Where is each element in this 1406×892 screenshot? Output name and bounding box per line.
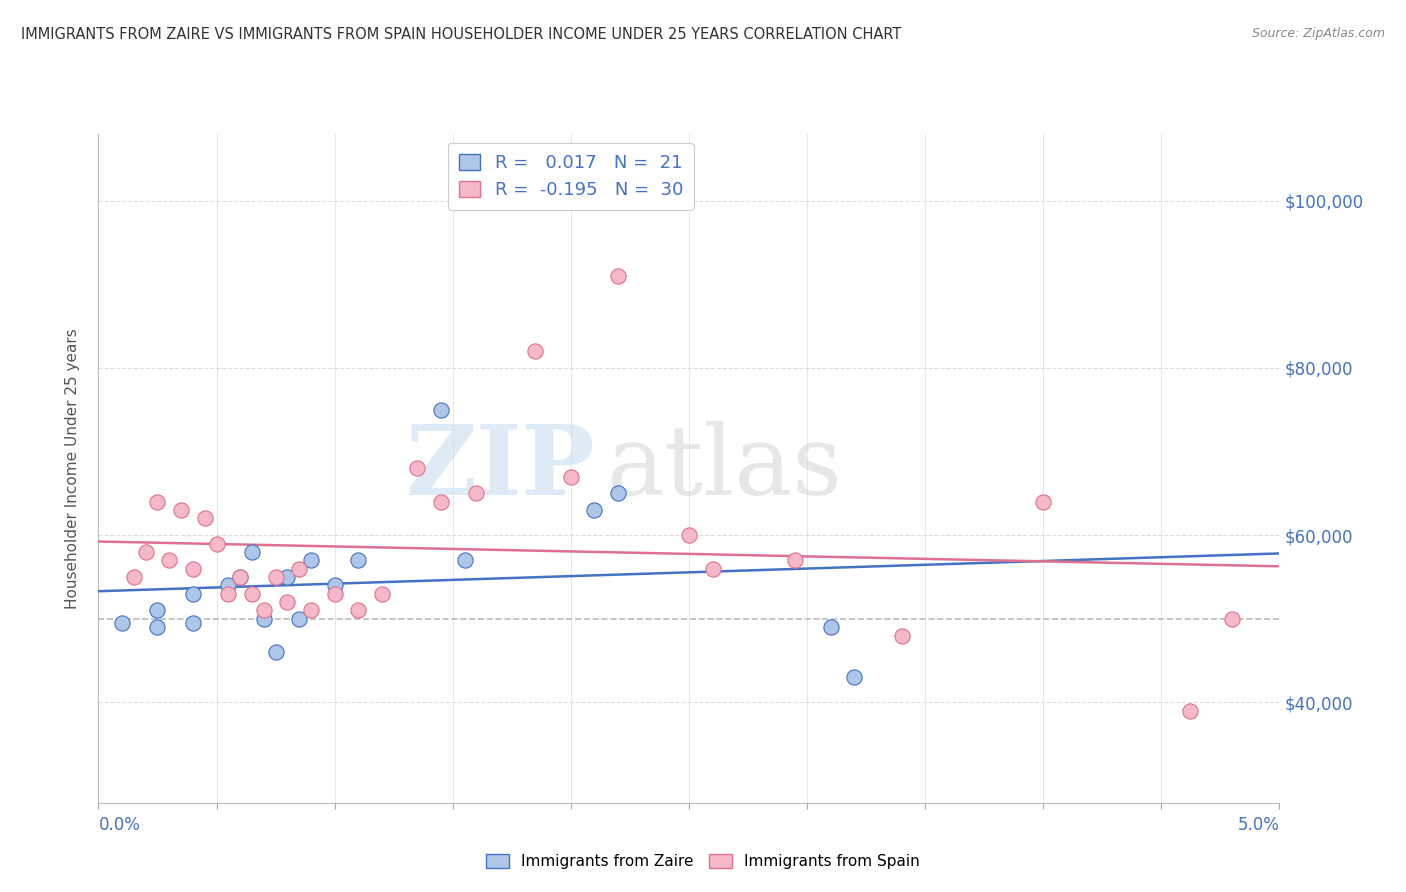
Point bbox=[181, 587, 204, 601]
Point bbox=[146, 603, 169, 617]
Point bbox=[583, 503, 606, 517]
Point bbox=[299, 553, 322, 567]
Point bbox=[240, 545, 263, 559]
Point bbox=[371, 587, 394, 601]
Point bbox=[264, 570, 287, 584]
Legend: R =   0.017   N =  21, R =  -0.195   N =  30: R = 0.017 N = 21, R = -0.195 N = 30 bbox=[447, 143, 695, 210]
Point bbox=[146, 494, 169, 508]
Text: Source: ZipAtlas.com: Source: ZipAtlas.com bbox=[1251, 27, 1385, 40]
Point bbox=[607, 268, 630, 283]
Point bbox=[146, 620, 169, 634]
Point bbox=[111, 615, 134, 630]
Point bbox=[217, 587, 239, 601]
Point bbox=[229, 570, 252, 584]
Point bbox=[524, 344, 547, 359]
Point bbox=[276, 595, 298, 609]
Point bbox=[607, 486, 630, 500]
Point bbox=[347, 603, 370, 617]
Point bbox=[347, 553, 370, 567]
Point bbox=[323, 578, 346, 592]
Legend: Immigrants from Zaire, Immigrants from Spain: Immigrants from Zaire, Immigrants from S… bbox=[479, 848, 927, 875]
Point bbox=[453, 553, 475, 567]
Point bbox=[323, 587, 346, 601]
Point bbox=[430, 402, 453, 417]
Point bbox=[702, 562, 724, 576]
Point bbox=[406, 461, 429, 475]
Text: ZIP: ZIP bbox=[405, 421, 595, 516]
Y-axis label: Householder Income Under 25 years: Householder Income Under 25 years bbox=[65, 328, 80, 608]
Point bbox=[678, 528, 700, 542]
Point bbox=[276, 570, 298, 584]
Point bbox=[465, 486, 488, 500]
Point bbox=[170, 503, 193, 517]
Point bbox=[229, 570, 252, 584]
Point bbox=[122, 570, 145, 584]
Point bbox=[430, 494, 453, 508]
Point bbox=[253, 603, 276, 617]
Point bbox=[299, 603, 322, 617]
Text: IMMIGRANTS FROM ZAIRE VS IMMIGRANTS FROM SPAIN HOUSEHOLDER INCOME UNDER 25 YEARS: IMMIGRANTS FROM ZAIRE VS IMMIGRANTS FROM… bbox=[21, 27, 901, 42]
Text: 5.0%: 5.0% bbox=[1237, 816, 1279, 834]
Point bbox=[1032, 494, 1054, 508]
Point bbox=[181, 615, 204, 630]
Point bbox=[844, 670, 866, 684]
Point bbox=[890, 629, 912, 643]
Point bbox=[194, 511, 217, 525]
Point bbox=[288, 612, 311, 626]
Point bbox=[253, 612, 276, 626]
Point bbox=[785, 553, 807, 567]
Point bbox=[1178, 704, 1201, 718]
Point bbox=[288, 562, 311, 576]
Point bbox=[217, 578, 239, 592]
Point bbox=[135, 545, 157, 559]
Point bbox=[560, 469, 582, 483]
Point bbox=[181, 562, 204, 576]
Point bbox=[1220, 612, 1243, 626]
Text: 0.0%: 0.0% bbox=[98, 816, 141, 834]
Text: atlas: atlas bbox=[606, 421, 842, 516]
Point bbox=[240, 587, 263, 601]
Point bbox=[264, 645, 287, 659]
Point bbox=[205, 536, 228, 550]
Point bbox=[157, 553, 180, 567]
Point bbox=[820, 620, 842, 634]
